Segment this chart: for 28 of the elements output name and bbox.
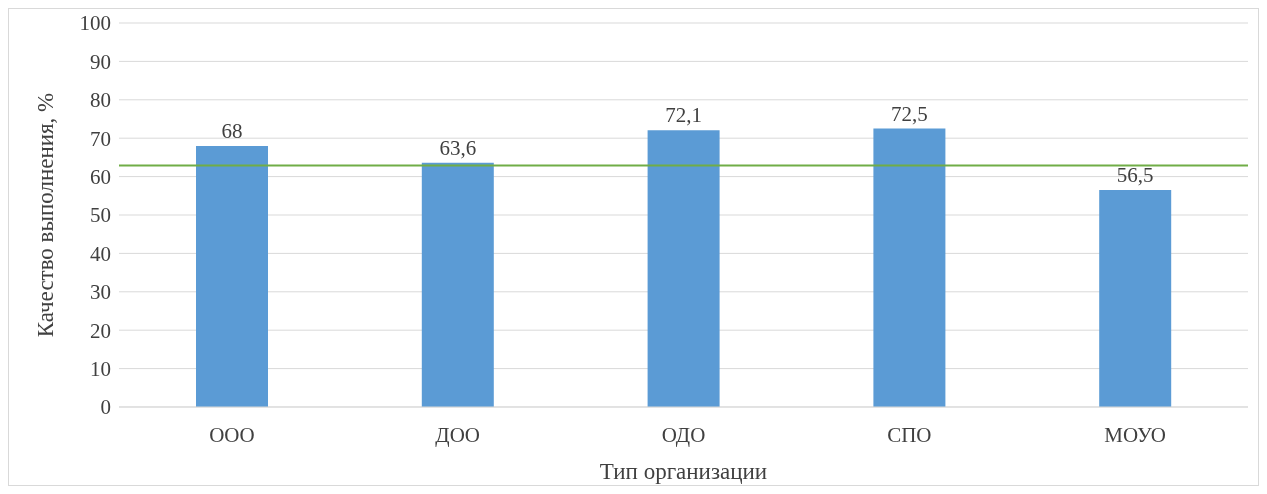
bar	[196, 145, 268, 407]
y-tick-label: 50	[90, 203, 111, 228]
x-tick-label: ДОО	[435, 422, 481, 447]
x-axis-title: Тип организации	[599, 459, 768, 484]
data-label: 72,5	[891, 101, 928, 126]
y-tick-label: 60	[90, 165, 111, 190]
data-label: 72,1	[665, 103, 702, 128]
data-label: 56,5	[1116, 163, 1154, 188]
y-tick-label: 0	[100, 395, 111, 420]
bar	[1099, 190, 1172, 407]
x-tick-label: СПО	[887, 422, 932, 447]
x-tick-label: ООО	[209, 422, 255, 447]
y-tick-label: 40	[90, 241, 111, 266]
y-tick-label: 70	[90, 126, 111, 151]
bar	[873, 128, 946, 407]
y-axis-title: Качество выполнения, %	[33, 92, 59, 338]
bar	[647, 130, 720, 407]
y-tick-label: 20	[90, 318, 111, 343]
x-tick-label: МОУО	[1104, 422, 1166, 447]
y-tick-label: 10	[90, 357, 111, 382]
y-tick-label: 30	[90, 280, 111, 305]
y-tick-label: 90	[90, 49, 111, 74]
data-label: 63,6	[439, 135, 477, 160]
bar	[421, 162, 494, 407]
data-label: 68	[221, 118, 243, 143]
y-tick-label: 80	[90, 88, 111, 113]
y-tick-label: 100	[79, 11, 111, 36]
x-tick-label: ОДО	[661, 422, 706, 447]
